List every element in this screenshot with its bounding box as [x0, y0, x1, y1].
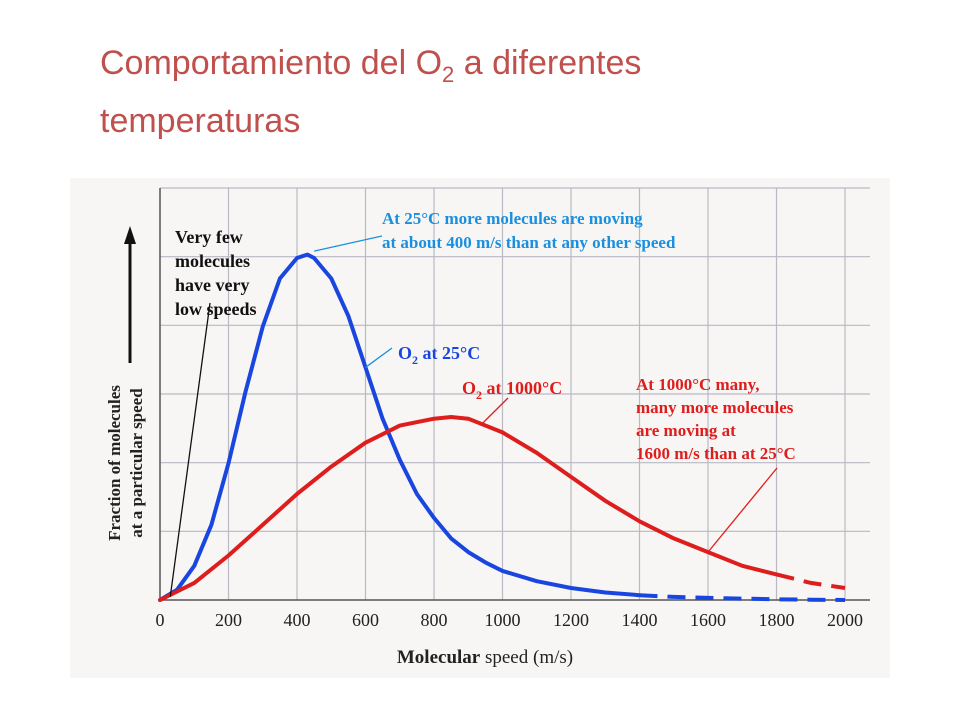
annotation-many-1000c-line4: 1600 m/s than at 25°C — [636, 444, 796, 463]
x-tick-label-1800: 1800 — [759, 610, 795, 630]
annotation-peak-25c-line1: At 25°C more molecules are moving — [382, 209, 643, 228]
x-axis-label: Molecular speed (m/s) — [397, 647, 573, 668]
leader-very-few — [169, 302, 211, 597]
annotation-very-few: Very few molecules have very low speeds — [175, 227, 257, 319]
x-tick-label-1600: 1600 — [690, 610, 726, 630]
annotation-many-1000c-line3: are moving at — [636, 421, 736, 440]
annotation-many-1000c: At 1000°C many, many more molecules are … — [636, 375, 796, 463]
slide-title-line2: temperaturas — [100, 101, 301, 140]
x-tick-label-2000: 2000 — [827, 610, 863, 630]
slide-title-line1: Comportamiento del O2 a diferentes — [100, 40, 900, 98]
leader-peak-25c — [313, 235, 383, 252]
y-axis-label-line2: at a particular speed — [127, 388, 146, 538]
leader-many-1000c — [707, 467, 778, 553]
x-tick-label-600: 600 — [352, 610, 379, 630]
series-1-solid-line — [158, 415, 779, 602]
x-tick-label-800: 800 — [421, 610, 448, 630]
y-axis-arrow-head — [124, 226, 136, 244]
x-tick-label-200: 200 — [215, 610, 242, 630]
annotation-very-few-line1: Very few — [175, 227, 243, 247]
x-tick-label-0: 0 — [156, 610, 165, 630]
grid-layer — [160, 187, 870, 600]
annotation-very-few-line4: low speeds — [175, 299, 257, 319]
leader-lines — [169, 235, 778, 597]
lines-layer — [158, 252, 846, 602]
annotation-very-few-line2: molecules — [175, 251, 250, 271]
x-tick-label-1200: 1200 — [553, 610, 589, 630]
slide-title: Comportamiento del O2 a diferentes tempe… — [100, 40, 900, 144]
title-subscript: 2 — [442, 61, 455, 87]
title-part2: a diferentes — [454, 44, 642, 82]
y-axis-label: Fraction of molecules at a particular sp… — [105, 385, 146, 541]
series-label-o2-1000c: O2 at 1000°C — [462, 378, 562, 402]
series-0-dashed-line — [639, 593, 846, 602]
x-tick-label-1000: 1000 — [485, 610, 521, 630]
series-1-dashed-line — [776, 572, 846, 590]
series-label-o2-25c: O2 at 25°C — [398, 343, 480, 367]
x-tick-label-1400: 1400 — [622, 610, 658, 630]
y-axis-label-line1: Fraction of molecules — [105, 385, 124, 541]
chart-background — [70, 178, 890, 678]
annotation-many-1000c-line2: many more molecules — [636, 398, 794, 417]
annotation-many-1000c-line1: At 1000°C many, — [636, 375, 759, 394]
annotation-peak-25c: At 25°C more molecules are moving at abo… — [382, 209, 676, 252]
annotation-very-few-line3: have very — [175, 275, 249, 295]
series-0-solid-line — [158, 252, 642, 602]
x-tick-labels: 0 200 400 600 800 1000 1200 1400 1600 1800 2000 — [156, 610, 864, 630]
annotation-peak-25c-line2: at about 400 m/s than at any other speed — [382, 233, 676, 252]
leader-o2-25c — [365, 347, 393, 368]
speed-distribution-chart: 0 200 400 600 800 1000 1200 1400 1600 1800 2000 Mo… — [70, 178, 890, 678]
x-tick-label-400: 400 — [284, 610, 311, 630]
title-part1: Comportamiento del O — [100, 44, 443, 82]
leader-o2-1000c — [481, 397, 509, 425]
